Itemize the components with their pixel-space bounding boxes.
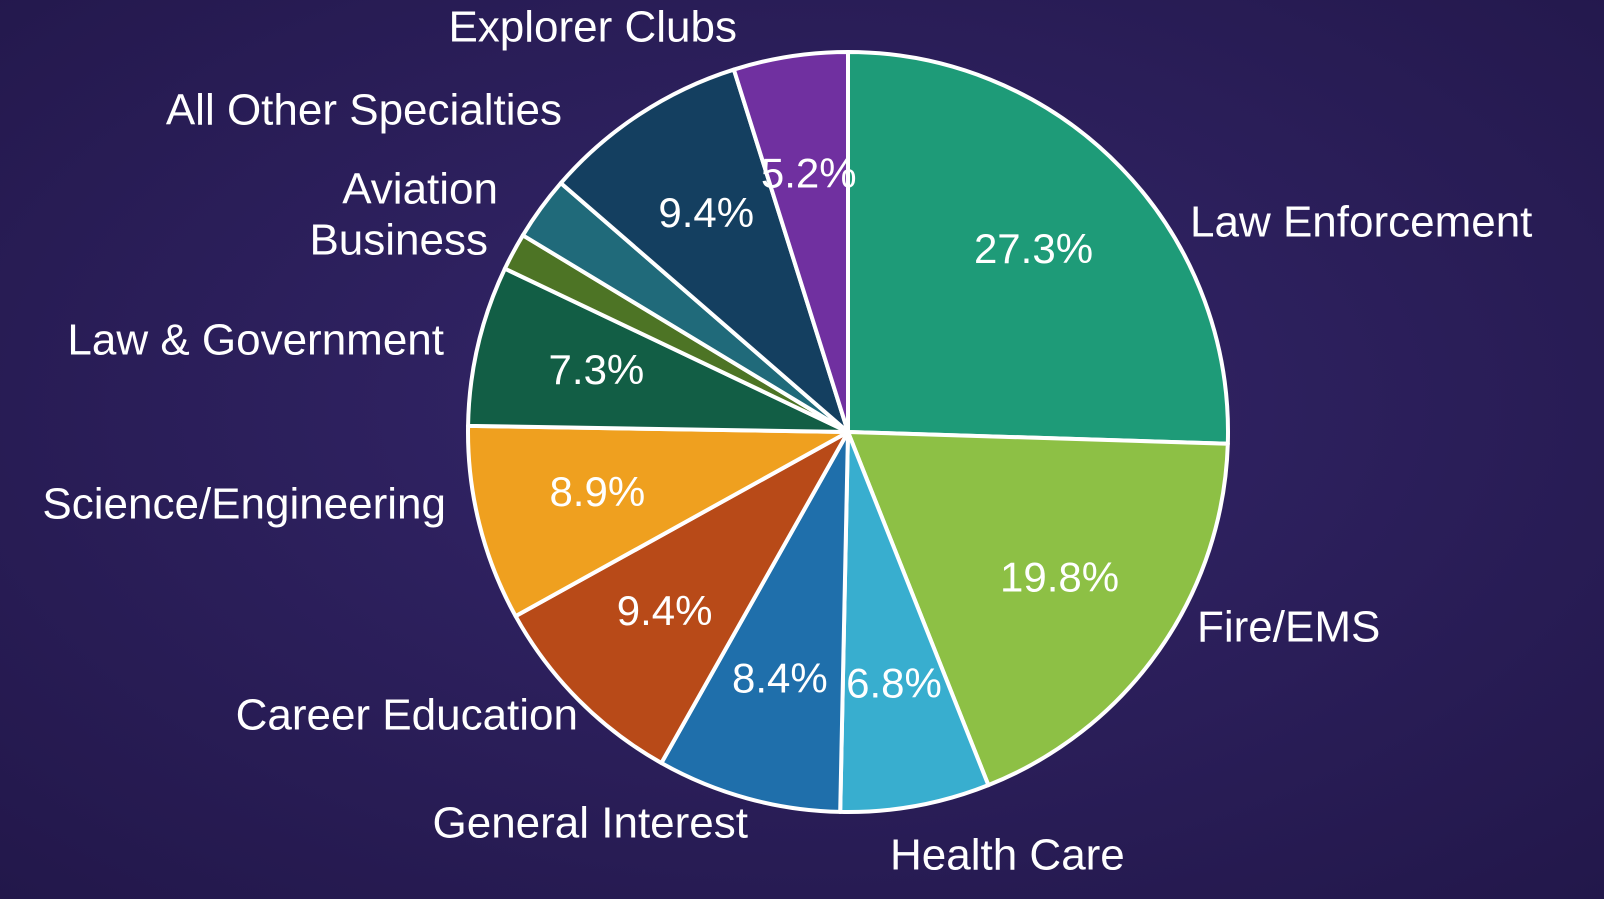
category-label: Science/Engineering <box>42 480 446 529</box>
category-label: Aviation <box>342 165 498 214</box>
value-label: 27.3% <box>974 225 1093 272</box>
category-label: General Interest <box>433 799 749 848</box>
value-label: 8.9% <box>549 468 645 515</box>
pie-slice <box>558 67 850 434</box>
category-label: Fire/EMS <box>1197 603 1380 652</box>
pie-slice <box>838 430 991 814</box>
pie-slice <box>659 430 850 814</box>
pie-slice <box>466 266 850 434</box>
value-label: 5.2% <box>761 150 857 197</box>
pie-slice <box>846 430 1230 788</box>
pie-slice <box>731 50 850 434</box>
value-label: 7.3% <box>549 346 645 393</box>
pie-slice <box>466 423 850 619</box>
pie-slice <box>846 50 1230 446</box>
value-label: 9.4% <box>617 587 713 634</box>
category-label: Law Enforcement <box>1190 198 1532 247</box>
value-label: 19.8% <box>1000 553 1119 600</box>
value-label: 6.8% <box>846 659 942 706</box>
value-label: 8.4% <box>732 654 828 701</box>
category-label: Explorer Clubs <box>448 3 737 52</box>
category-label: Career Education <box>236 691 578 740</box>
value-label: 9.4% <box>658 189 754 236</box>
category-label: Health Care <box>890 831 1125 880</box>
category-label: Business <box>309 216 488 265</box>
category-label: Law & Government <box>67 316 444 365</box>
pie-slice <box>513 430 850 766</box>
category-label: All Other Specialties <box>166 86 562 135</box>
